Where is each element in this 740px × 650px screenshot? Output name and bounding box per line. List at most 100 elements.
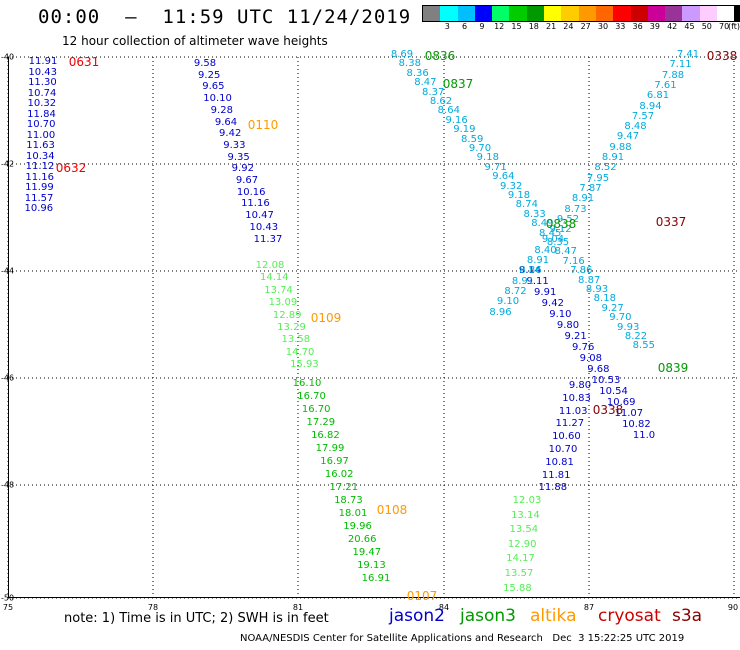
wave-height-value: 11.07 (614, 408, 644, 419)
wave-height-value: 9.14 (518, 265, 542, 276)
wave-height-value: 9.80 (568, 380, 592, 391)
wave-height-value: 8.40 (534, 244, 557, 256)
wave-height-value: 7.41 (676, 49, 700, 60)
wave-height-value: 8.48 (624, 121, 647, 133)
pass-time-label: 0836 (424, 49, 456, 63)
wave-height-value: 9.11 (526, 276, 549, 287)
wave-height-value: 15.88 (503, 582, 532, 594)
longitude-tick-label: 81 (292, 603, 304, 612)
wave-height-value: 9.04 (541, 234, 565, 246)
wave-height-value: 9.64 (492, 171, 515, 183)
wave-height-value: 17.99 (315, 443, 345, 454)
wave-height-value: 13.09 (268, 297, 298, 309)
wave-height-value: 9.80 (556, 320, 580, 331)
wave-height-value: 7.86 (570, 265, 593, 277)
wave-height-value: 8.94 (639, 100, 662, 112)
wave-height-value: 8.62 (429, 96, 453, 107)
wave-height-value: 9.19 (453, 124, 476, 136)
wave-height-value: 10.54 (599, 386, 628, 397)
wave-height-value: 9.33 (223, 139, 246, 151)
pass-time-label: 0338 (706, 49, 738, 63)
wave-height-value: 8.86 (519, 265, 542, 277)
wave-height-value: 10.60 (552, 431, 581, 443)
legend-swatch (595, 6, 614, 21)
legend-unit: (ft) (728, 22, 740, 31)
page-title: 00:00 – 11:59 UTC 11/24/2019 (38, 6, 412, 28)
wave-height-value: 11.63 (26, 140, 55, 151)
pass-time-label: 0338 (592, 403, 624, 417)
wave-height-value: 8.96 (489, 306, 512, 318)
legend-swatch (440, 6, 458, 21)
wave-height-value: 11.16 (241, 198, 270, 210)
wave-height-value: 10.70 (548, 444, 578, 455)
wave-height-value: 8.59 (461, 133, 484, 145)
pass-time-label: 0632 (55, 161, 87, 175)
legend-label: 27 (580, 22, 591, 31)
color-legend-bar (422, 5, 740, 22)
latitude-tick-label: -44 (1, 266, 15, 276)
wave-height-value: 18.01 (338, 508, 368, 519)
wave-height-value: 11.12 (25, 161, 55, 172)
wave-height-value: 10.43 (249, 221, 279, 233)
wave-height-value: 8.33 (523, 208, 546, 220)
legend-swatch (457, 6, 475, 21)
legend-swatch (578, 6, 596, 21)
wave-height-value: 10.34 (25, 150, 55, 162)
wave-height-value: 8.91 (571, 193, 595, 205)
note-text: note: 1) Time is in UTC; 2) SWH is in fe… (64, 611, 329, 626)
wave-height-value: 7.88 (661, 69, 685, 81)
pass-time-label: 0109 (310, 311, 342, 325)
longitude-tick-label: 75 (2, 603, 14, 612)
latitude-tick-label: -46 (1, 373, 15, 383)
wave-height-value: 12.03 (512, 495, 542, 506)
wave-height-value: 8.72 (504, 285, 527, 297)
legend-label: 70 (719, 22, 730, 31)
satellite-legend-jason2: jason2 (389, 606, 445, 626)
wave-height-value: 9.52 (556, 213, 580, 225)
pass-time-label: 0837 (442, 77, 474, 91)
wave-height-value: 19.47 (352, 547, 382, 558)
wave-height-value: 8.91 (526, 255, 550, 266)
legend-label: 33 (615, 22, 626, 31)
wave-height-value: 7.95 (586, 172, 610, 184)
wave-height-value: 11.37 (253, 233, 283, 245)
legend-label: 36 (632, 22, 643, 31)
wave-height-value: 11.0 (632, 430, 656, 441)
wave-height-value: 11.27 (555, 418, 585, 430)
wave-height-value: 9.92 (231, 163, 254, 175)
wave-height-value: 11.16 (25, 171, 55, 183)
wave-height-value: 8.87 (578, 274, 601, 286)
wave-height-value: 16.82 (311, 430, 340, 441)
wave-height-value: 9.21 (564, 331, 587, 342)
wave-height-value: 9.42 (219, 128, 242, 140)
longitude-tick-label: 90 (727, 603, 739, 612)
wave-height-value: 7.57 (631, 110, 655, 122)
wave-height-value: 16.10 (292, 378, 322, 389)
wave-height-value: 9.70 (468, 143, 492, 154)
wave-height-value: 9.47 (616, 131, 640, 143)
legend-label: 45 (684, 22, 695, 31)
wave-height-value: 6.81 (646, 90, 670, 102)
longitude-tick-label: 87 (583, 603, 595, 612)
pass-time-label: 0631 (68, 55, 100, 69)
wave-height-value: 10.70 (26, 119, 56, 130)
wave-height-value: 11.99 (25, 182, 54, 193)
wave-height-value: 10.82 (622, 419, 651, 430)
legend-swatch (734, 6, 740, 21)
wave-height-value: 8.52 (594, 162, 617, 174)
wave-height-value: 9.91 (534, 287, 557, 298)
wave-height-value: 8.47 (554, 246, 577, 258)
latitude-tick-label: -50 (1, 593, 15, 603)
wave-height-value: 10.53 (591, 375, 621, 386)
wave-height-value: 10.32 (27, 98, 57, 109)
wave-height-value: 20.66 (347, 534, 377, 545)
wave-height-value: 14.14 (259, 272, 289, 284)
longitude-tick-label: 84 (438, 603, 450, 612)
pass-time-label: 0108 (376, 503, 408, 517)
footer-credit: NOAA/NESDIS Center for Satellite Applica… (240, 633, 685, 644)
wave-height-value: 18.73 (334, 495, 363, 506)
wave-height-value: 10.10 (203, 93, 232, 105)
color-legend-labels: 3 6 9 12 15 18 21 24 27 30 33 36 39 42 45 50 70 (422, 22, 740, 34)
wave-height-value: 10.69 (606, 397, 636, 408)
wave-height-value: 9.64 (214, 116, 238, 128)
